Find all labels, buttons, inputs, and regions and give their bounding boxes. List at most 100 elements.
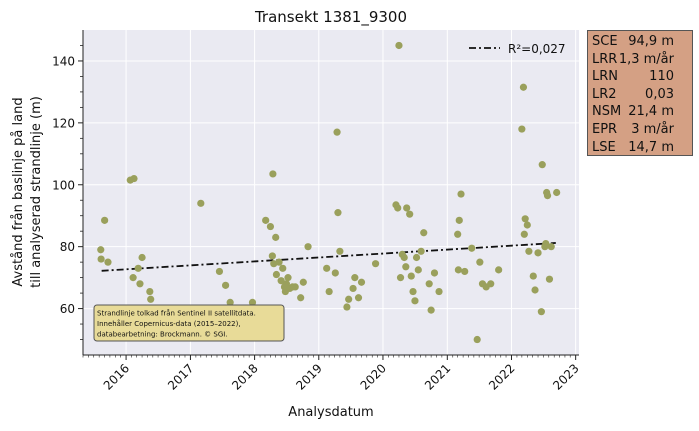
data-point (412, 253, 421, 262)
stat-value: 94,9 m (628, 34, 674, 49)
stat-label: LRR (592, 51, 618, 67)
data-point (543, 191, 552, 200)
data-point (331, 269, 339, 277)
annotation-box (93, 304, 285, 342)
data-point (403, 204, 411, 212)
data-point (279, 264, 287, 272)
annotation-line-1: Strandlinje tolkad från Sentinel II sate… (97, 309, 256, 318)
statistics-panel: SCE 94,9 m LRR 1,3 m/år LRN 110 LR2 0,03… (587, 30, 693, 156)
data-point (97, 255, 105, 263)
data-point (435, 287, 443, 296)
x-axis-label: Analysdatum (288, 405, 373, 420)
stat-value: 21,4 m (628, 104, 674, 120)
x-tick-label: 2018 (229, 361, 260, 392)
stat-label: LR2 (592, 86, 617, 102)
data-point (97, 246, 105, 254)
stat-row-lse: LSE 14,7 m (592, 139, 688, 157)
stat-value: 14,7 m (628, 139, 674, 155)
data-point (525, 247, 533, 255)
data-point (146, 287, 154, 296)
trend-line (101, 242, 556, 272)
data-point (275, 258, 283, 266)
stat-row-sce: SCE 94,9 m (592, 33, 688, 51)
y-axis-label-line-1: Avstånd från baslinje på land (11, 97, 26, 286)
plot-area (83, 30, 579, 355)
data-point (402, 263, 410, 271)
data-point (538, 161, 546, 169)
data-point (291, 283, 299, 291)
data-point (272, 233, 280, 241)
data-point (411, 297, 419, 305)
data-point (454, 230, 462, 238)
data-point (476, 258, 484, 266)
stat-value: 110 (649, 69, 674, 85)
data-point (409, 287, 417, 296)
data-point (461, 267, 469, 276)
data-point (277, 277, 285, 285)
data-points (97, 41, 561, 344)
y-axis-label-line-2: till analyserad strandlinje (m) (29, 96, 44, 288)
data-point (523, 221, 531, 229)
x-tick-label: 2017 (165, 361, 196, 392)
data-point (284, 274, 292, 282)
data-point (129, 274, 137, 282)
x-tick-label: 2023 (550, 361, 581, 392)
stat-label: LSE (592, 139, 616, 155)
legend-trend-label: R²=0,027 (508, 42, 566, 56)
stat-row-lrn: LRN 110 (592, 68, 688, 86)
data-point (395, 41, 403, 50)
stat-label: SCE (592, 34, 618, 49)
data-point (325, 287, 333, 296)
data-point (197, 199, 205, 207)
data-point (547, 243, 555, 251)
data-point (519, 83, 528, 91)
x-tick-label: 2020 (358, 361, 389, 392)
data-point (354, 294, 363, 302)
data-point (323, 264, 331, 272)
y-tick-label: 100 (52, 178, 75, 192)
data-point (248, 298, 257, 306)
data-point (299, 278, 307, 286)
data-point (531, 286, 539, 294)
data-point (394, 204, 402, 212)
data-point (545, 275, 554, 283)
data-point (414, 266, 422, 274)
data-point (269, 170, 277, 178)
stat-row-lrr: LRR 1,3 m/år (592, 51, 688, 69)
data-point (406, 210, 414, 218)
data-point (104, 258, 112, 266)
x-tick-label: 2016 (101, 361, 132, 392)
data-point (266, 222, 275, 231)
stat-row-epr: EPR 3 m/år (592, 121, 688, 139)
data-point (351, 274, 359, 282)
data-point (130, 174, 138, 183)
stat-label: NSM (592, 104, 622, 120)
data-point (297, 294, 305, 302)
x-tick-label: 2022 (486, 361, 517, 392)
stat-value: 3 m/år (631, 121, 674, 137)
chart-title: Transekt 1381_9300 (254, 8, 407, 27)
stat-row-lr2: LR2 0,03 (592, 86, 688, 104)
stat-row-nsm: NSM 21,4 m (592, 103, 688, 121)
annotation-line-3: databearbetning: Brockmann. © SGI. (97, 331, 228, 339)
data-point (304, 243, 312, 251)
data-point (345, 295, 353, 303)
data-point (430, 269, 439, 277)
data-point (407, 272, 415, 280)
y-tick-label: 60 (60, 302, 75, 316)
data-point (495, 266, 503, 274)
data-point (400, 253, 408, 262)
data-point (542, 239, 550, 248)
stat-value: 0,03 (645, 86, 674, 102)
x-tick-label: 2019 (293, 361, 324, 392)
data-point (518, 125, 526, 133)
data-point (457, 190, 465, 198)
y-tick-label: 80 (60, 240, 75, 254)
stat-value: 1,3 m/år (618, 51, 674, 67)
x-tick-label: 2021 (422, 361, 453, 392)
trend-line-layer (101, 242, 556, 272)
data-point (333, 128, 341, 136)
data-point (134, 264, 142, 272)
data-point (268, 252, 276, 260)
